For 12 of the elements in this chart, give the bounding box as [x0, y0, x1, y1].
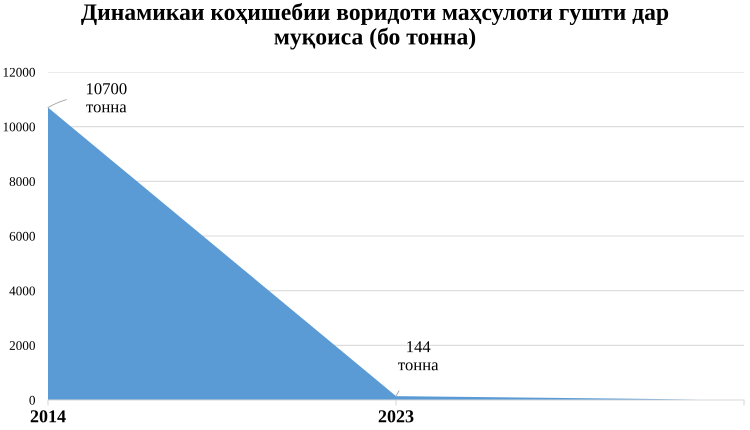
x-tick-label: 2023 — [378, 410, 414, 422]
y-tick-label: 4000 — [9, 286, 35, 296]
y-tick-label: 8000 — [10, 177, 35, 186]
y-tick-label: 10000 — [4, 122, 35, 132]
y-tick-label: 6000 — [10, 232, 35, 241]
data-label: 144 тонна — [398, 341, 438, 370]
x-tick-label: 2014 — [30, 410, 66, 422]
y-tick-label: 12000 — [4, 68, 35, 77]
y-tick-label: 2000 — [10, 341, 35, 350]
y-tick-label: 0 — [29, 396, 35, 405]
data-label: 10700 тонна — [86, 83, 127, 112]
chart-title: Динамикаи коҳишебии воридоти маҳсулоти гушти дар муқоиса (бо тонна) — [81, 3, 668, 50]
